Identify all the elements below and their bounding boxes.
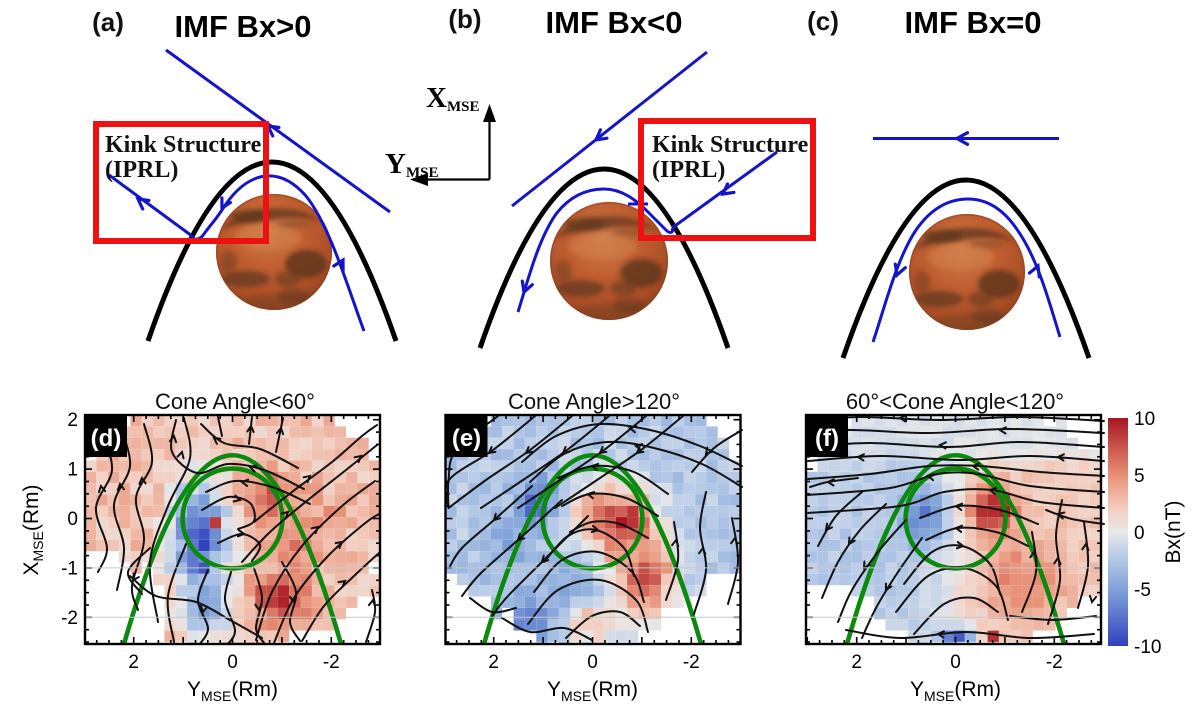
svg-text:XMSE(Rm): XMSE(Rm) (20, 484, 46, 575)
svg-text:2: 2 (128, 652, 139, 673)
svg-text:2: 2 (488, 652, 499, 673)
svg-text:YMSE(Rm): YMSE(Rm) (547, 678, 638, 704)
svg-text:Cone Angle<60°: Cone Angle<60° (155, 389, 315, 414)
svg-text:(IPRL): (IPRL) (652, 157, 725, 183)
svg-text:0: 0 (587, 652, 598, 673)
svg-text:-2: -2 (61, 608, 78, 629)
svg-text:YMSE(Rm): YMSE(Rm) (910, 678, 1001, 704)
svg-text:0: 0 (67, 509, 78, 530)
svg-text:2: 2 (851, 652, 862, 673)
svg-text:(e): (e) (452, 425, 481, 452)
svg-text:1: 1 (67, 460, 78, 481)
svg-text:Cone Angle>120°: Cone Angle>120° (508, 389, 680, 414)
svg-text:(f): (f) (815, 425, 839, 452)
svg-text:-5: -5 (1134, 580, 1151, 601)
svg-text:10: 10 (1134, 409, 1155, 430)
svg-text:Kink Structure: Kink Structure (652, 132, 809, 158)
svg-text:2: 2 (67, 410, 78, 431)
svg-text:YMSE(Rm): YMSE(Rm) (187, 678, 278, 704)
svg-text:-2: -2 (1046, 652, 1063, 673)
svg-text:-2: -2 (683, 652, 700, 673)
svg-text:(c): (c) (807, 6, 839, 36)
svg-text:XMSE: XMSE (426, 82, 479, 115)
svg-text:IMF Bx=0: IMF Bx=0 (905, 5, 1042, 40)
svg-text:0: 0 (950, 652, 961, 673)
svg-text:IMF Bx<0: IMF Bx<0 (546, 5, 683, 40)
svg-text:IMF Bx>0: IMF Bx>0 (175, 9, 312, 44)
svg-text:0: 0 (227, 652, 238, 673)
svg-text:Kink Structure: Kink Structure (105, 132, 262, 158)
svg-text:60°<Cone Angle<120°: 60°<Cone Angle<120° (846, 389, 1064, 414)
svg-text:-2: -2 (323, 652, 340, 673)
svg-text:-1: -1 (61, 558, 78, 579)
svg-text:5: 5 (1134, 466, 1145, 487)
svg-text:YMSE: YMSE (385, 148, 438, 181)
svg-text:(d): (d) (91, 425, 122, 452)
svg-text:-10: -10 (1134, 637, 1161, 658)
svg-text:0: 0 (1134, 523, 1145, 544)
svg-text:(b): (b) (448, 4, 481, 34)
svg-text:(a): (a) (92, 7, 124, 37)
svg-text:(IPRL): (IPRL) (105, 157, 178, 183)
svg-text:Bx(nT): Bx(nT) (1162, 501, 1185, 564)
